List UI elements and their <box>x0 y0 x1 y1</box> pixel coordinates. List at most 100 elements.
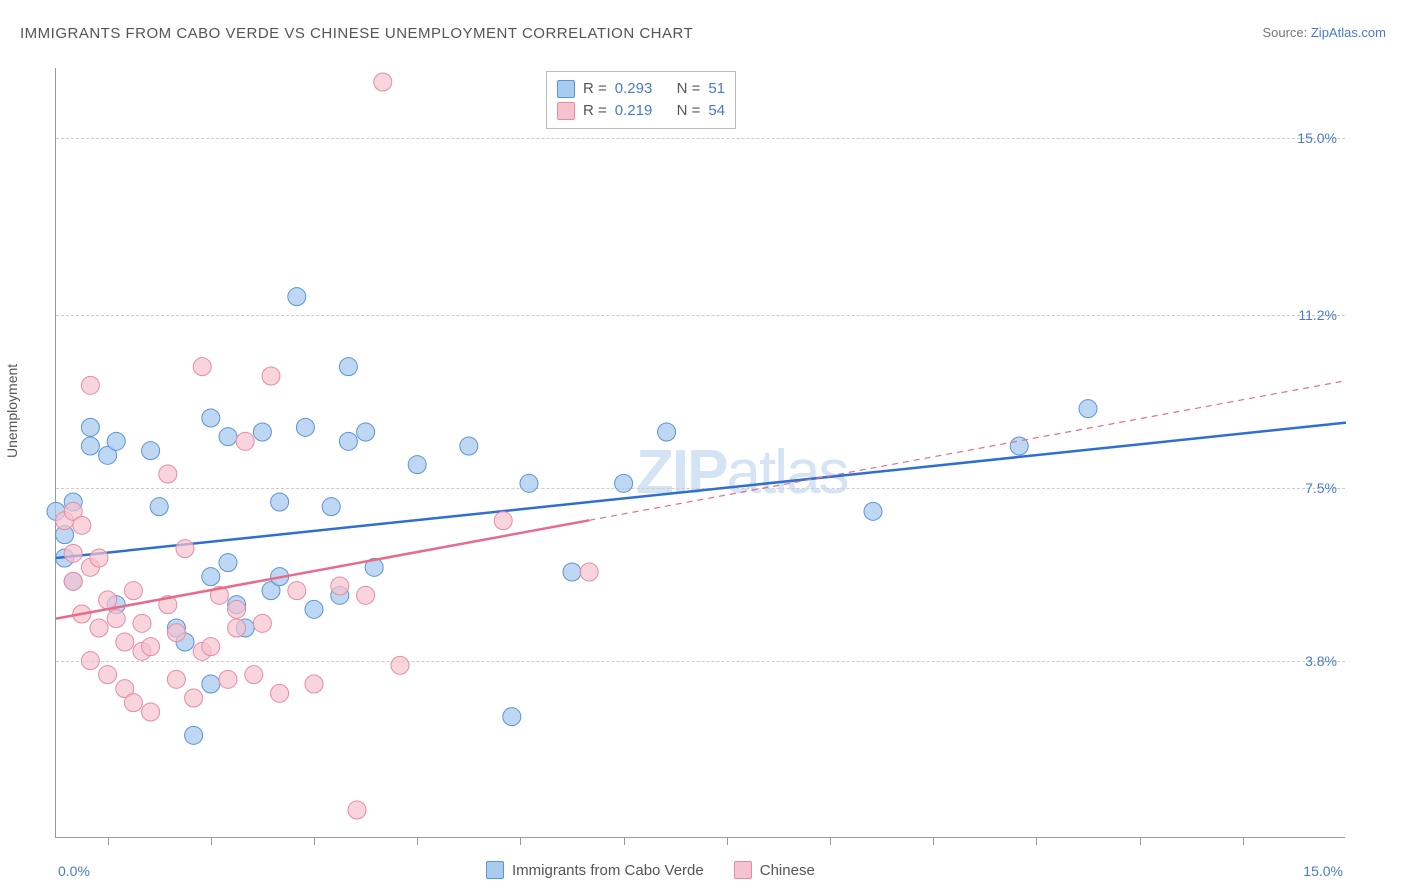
x-tick <box>830 837 831 845</box>
data-point <box>107 610 125 628</box>
data-point <box>357 423 375 441</box>
data-point <box>271 493 289 511</box>
x-tick <box>624 837 625 845</box>
legend-swatch <box>734 861 752 879</box>
x-tick <box>211 837 212 845</box>
data-point <box>99 591 117 609</box>
x-tick <box>1140 837 1141 845</box>
source-attribution: Source: ZipAtlas.com <box>1262 25 1386 40</box>
legend-swatch <box>557 80 575 98</box>
data-point <box>305 600 323 618</box>
x-tick <box>417 837 418 845</box>
data-point <box>494 512 512 530</box>
data-point <box>339 432 357 450</box>
data-point <box>124 582 142 600</box>
data-point <box>202 409 220 427</box>
x-tick <box>314 837 315 845</box>
data-point <box>219 670 237 688</box>
data-point <box>520 474 538 492</box>
data-point <box>288 582 306 600</box>
data-point <box>262 367 280 385</box>
legend-row: R = 0.293 N = 51 <box>557 78 725 100</box>
chart-title: IMMIGRANTS FROM CABO VERDE VS CHINESE UN… <box>20 25 693 42</box>
series-legend: Immigrants from Cabo Verde Chinese <box>486 861 815 879</box>
x-axis-min: 0.0% <box>58 863 90 879</box>
data-point <box>228 600 246 618</box>
data-point <box>167 670 185 688</box>
trend-line <box>56 520 589 618</box>
data-point <box>64 572 82 590</box>
correlation-legend: R = 0.293 N = 51 R = 0.219 N = 54 <box>546 71 736 129</box>
x-tick <box>933 837 934 845</box>
data-point <box>615 474 633 492</box>
y-axis-label: Unemployment <box>4 364 20 458</box>
data-point <box>563 563 581 581</box>
data-point <box>348 801 366 819</box>
scatter-plot <box>56 68 1345 837</box>
data-point <box>374 73 392 91</box>
data-point <box>322 498 340 516</box>
data-point <box>159 465 177 483</box>
data-point <box>658 423 676 441</box>
plot-area: ZIPatlas 3.8%7.5%11.2%15.0% R = 0.293 N … <box>55 68 1345 838</box>
data-point <box>73 516 91 534</box>
data-point <box>116 633 134 651</box>
trend-line-extrapolated <box>589 381 1346 521</box>
x-tick <box>1243 837 1244 845</box>
data-point <box>167 624 185 642</box>
x-tick <box>727 837 728 845</box>
data-point <box>219 554 237 572</box>
data-point <box>81 418 99 436</box>
data-point <box>142 703 160 721</box>
data-point <box>236 432 254 450</box>
data-point <box>133 614 151 632</box>
data-point <box>864 502 882 520</box>
legend-item: Immigrants from Cabo Verde <box>486 861 704 879</box>
data-point <box>245 666 263 684</box>
data-point <box>331 577 349 595</box>
data-point <box>176 540 194 558</box>
data-point <box>99 666 117 684</box>
data-point <box>64 544 82 562</box>
data-point <box>288 288 306 306</box>
data-point <box>219 428 237 446</box>
data-point <box>357 586 375 604</box>
data-point <box>202 568 220 586</box>
source-link[interactable]: ZipAtlas.com <box>1311 25 1386 40</box>
data-point <box>228 619 246 637</box>
data-point <box>124 694 142 712</box>
data-point <box>150 498 168 516</box>
legend-swatch <box>486 861 504 879</box>
data-point <box>202 638 220 656</box>
data-point <box>253 423 271 441</box>
legend-row: R = 0.219 N = 54 <box>557 100 725 122</box>
data-point <box>81 376 99 394</box>
data-point <box>142 638 160 656</box>
data-point <box>185 689 203 707</box>
x-tick <box>1036 837 1037 845</box>
data-point <box>1079 400 1097 418</box>
data-point <box>193 358 211 376</box>
data-point <box>90 619 108 637</box>
data-point <box>185 726 203 744</box>
x-tick <box>108 837 109 845</box>
data-point <box>305 675 323 693</box>
data-point <box>253 614 271 632</box>
data-point <box>90 549 108 567</box>
data-point <box>271 684 289 702</box>
data-point <box>81 652 99 670</box>
data-point <box>339 358 357 376</box>
data-point <box>391 656 409 674</box>
data-point <box>580 563 598 581</box>
legend-item: Chinese <box>734 861 815 879</box>
data-point <box>81 437 99 455</box>
data-point <box>202 675 220 693</box>
data-point <box>503 708 521 726</box>
data-point <box>142 442 160 460</box>
data-point <box>296 418 314 436</box>
legend-swatch <box>557 102 575 120</box>
x-tick <box>520 837 521 845</box>
data-point <box>107 432 125 450</box>
data-point <box>408 456 426 474</box>
x-axis-max: 15.0% <box>1303 863 1343 879</box>
